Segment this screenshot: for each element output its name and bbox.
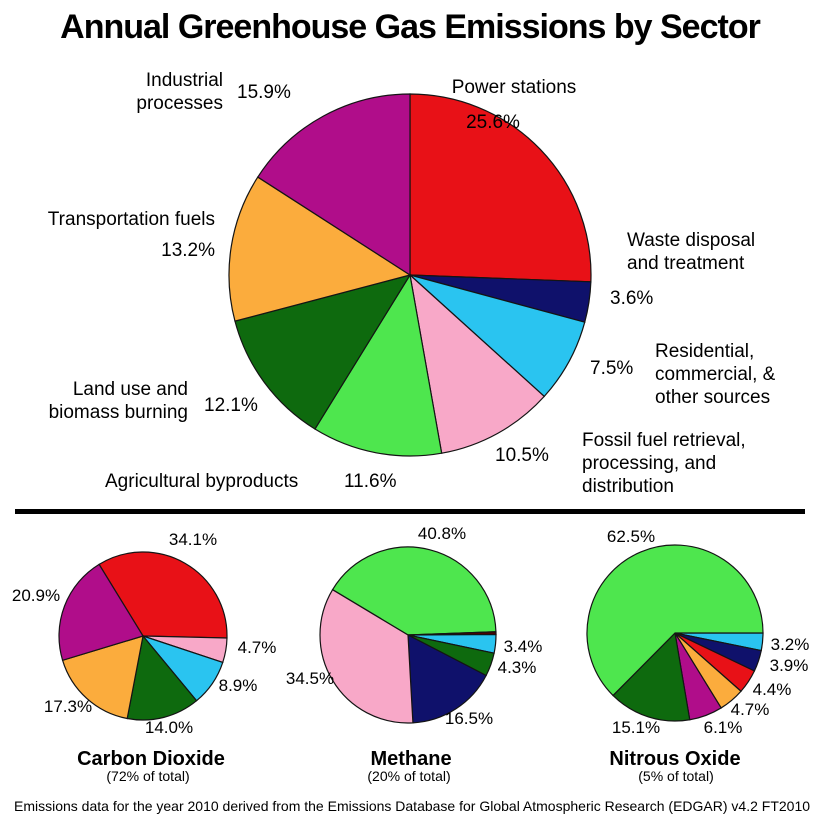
ch4-label-residential-pct: 3.4% [503, 637, 543, 656]
label-industrial-processes-pct: 15.9% [237, 82, 291, 103]
n2o-slice-land-use-and-biomass-burning [612, 631, 691, 722]
ch4-label-land-use-pct: 4.3% [497, 658, 537, 677]
co2-slice-land-use-and-biomass-burning [126, 634, 198, 721]
label-agricultural-pct: 11.6% [344, 471, 397, 492]
n2o-pie-share: (5% of total) [638, 768, 714, 784]
co2-label-fossil-fuel-pct: 4.7% [237, 638, 277, 657]
label-power-stations: Power stations [451, 77, 577, 98]
ch4-label-waste-pct: 16.5% [444, 709, 494, 728]
n2o-label-waste-pct: 3.9% [769, 656, 809, 675]
n2o-slice-agricultural-byproducts [586, 544, 764, 697]
co2-label-industrial-pct: 20.9% [11, 586, 61, 605]
n2o-label-transportation-pct: 4.7% [730, 700, 770, 719]
methane-pie-title: Methane [370, 748, 452, 770]
ch4-slice-waste-disposal-and-treatment [407, 633, 487, 724]
ch4-label-agricultural-pct: 40.8% [417, 524, 467, 543]
source-footnote: Emissions data for the year 2010 derived… [14, 798, 811, 814]
main-slice-land-use-and-biomass-burning [234, 274, 412, 430]
n2o-label-agricultural-pct: 62.5% [606, 527, 656, 546]
label-land-use-pct: 12.1% [204, 395, 258, 416]
n2o-pie-title: Nitrous Oxide [609, 748, 741, 770]
label-waste-disposal-pct: 3.6% [610, 288, 654, 309]
n2o-label-land-use-pct: 15.1% [611, 718, 661, 737]
label-fossil-fuel: Fossil fuel retrieval, processing, and d… [582, 430, 746, 497]
co2-label-power-stations-pct: 34.1% [168, 530, 218, 549]
n2o-label-industrial-pct: 6.1% [703, 718, 743, 737]
co2-pie-share: (72% of total) [106, 768, 190, 784]
n2o-label-power-stations-pct: 4.4% [752, 680, 792, 699]
label-power-stations-pct: 25.6% [466, 112, 520, 133]
section-divider [15, 509, 805, 514]
ch4-slice-agricultural-byproducts [331, 546, 497, 636]
main-slice-power-stations [409, 93, 592, 283]
main-slice-fossil-fuel-retrieval-processing-and-distribution [409, 273, 546, 454]
co2-slice-transportation-fuels [61, 635, 144, 720]
label-transportation-fuels: Transportation fuels [47, 209, 215, 230]
n2o-label-residential-pct: 3.2% [770, 635, 810, 654]
main-slice-transportation-fuels [228, 176, 412, 322]
label-fossil-fuel-pct: 10.5% [495, 445, 549, 466]
label-transportation-fuels-pct: 13.2% [161, 240, 215, 261]
ch4-label-fossil-fuel-pct: 34.5% [285, 669, 335, 688]
label-industrial-processes: Industrial processes [136, 70, 223, 114]
co2-slice-industrial-processes [58, 563, 144, 662]
label-residential: Residential, commercial, & other sources [655, 341, 776, 408]
label-waste-disposal: Waste disposal and treatment [627, 230, 756, 274]
co2-label-transportation-pct: 17.3% [43, 697, 93, 716]
label-agricultural: Agricultural byproducts [105, 471, 299, 492]
label-residential-pct: 7.5% [590, 358, 634, 379]
main-slice-industrial-processes [256, 93, 411, 277]
main-slice-agricultural-byproducts [314, 273, 443, 457]
page-title: Annual Greenhouse Gas Emissions by Secto… [60, 8, 761, 46]
ch4-slice-fossil-fuel-retrieval-processing-and-distribution [319, 588, 414, 724]
label-land-use: Land use and biomass burning [48, 379, 188, 423]
co2-label-residential-pct: 8.9% [218, 676, 258, 695]
co2-pie-title: Carbon Dioxide [77, 748, 225, 770]
methane-pie-share: (20% of total) [367, 768, 451, 784]
co2-label-land-use-pct: 14.0% [144, 718, 194, 737]
